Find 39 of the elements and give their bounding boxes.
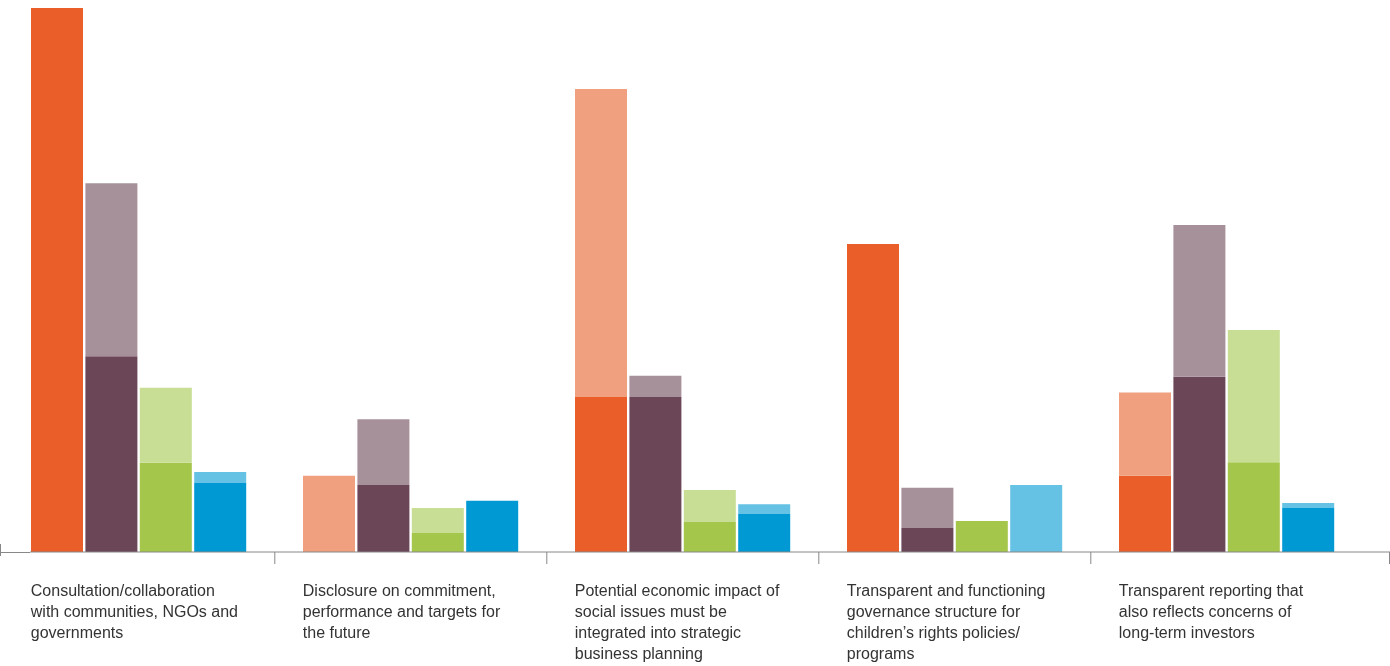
bar xyxy=(575,89,627,397)
bar xyxy=(1173,376,1226,552)
bar xyxy=(194,482,247,552)
bar xyxy=(847,244,899,552)
bar xyxy=(629,396,682,552)
bar xyxy=(738,504,791,514)
x-tick-label: Transparent and functioning governance structure for children’s rights policies/ programs xyxy=(846,582,1046,662)
bar xyxy=(85,356,138,552)
bar xyxy=(1282,507,1335,552)
x-tick-label: Transparent reporting that also reflects concerns of long-term investors xyxy=(1118,582,1304,641)
bar xyxy=(303,475,355,552)
bar xyxy=(1173,225,1226,377)
bar xyxy=(955,520,1008,552)
bar xyxy=(738,513,791,552)
bar xyxy=(1227,330,1280,463)
bar xyxy=(1119,392,1171,476)
bar xyxy=(411,507,464,533)
bar xyxy=(31,8,83,552)
bar xyxy=(85,183,138,357)
bar xyxy=(1010,485,1063,552)
bar xyxy=(357,419,410,486)
bar xyxy=(683,522,736,552)
bar xyxy=(139,387,192,463)
bar xyxy=(901,487,954,529)
bar xyxy=(357,485,410,552)
x-tick-label: Disclosure on commitment, performance and targets for the future xyxy=(302,582,501,641)
bar xyxy=(1227,462,1280,552)
bar xyxy=(194,472,247,483)
bar xyxy=(901,528,954,552)
bar xyxy=(683,489,736,523)
bar xyxy=(411,532,464,552)
bar xyxy=(1282,503,1335,508)
x-tick-label: Consultation/collaboration with communities, NGOs and governments xyxy=(29,582,238,641)
bar xyxy=(466,500,519,552)
x-tick-label: Potential economic impact of social issues must be integrated into strategic business planning xyxy=(574,582,780,662)
bar xyxy=(1119,475,1171,552)
bar xyxy=(629,375,682,397)
bar xyxy=(139,462,192,552)
bar xyxy=(575,396,627,552)
